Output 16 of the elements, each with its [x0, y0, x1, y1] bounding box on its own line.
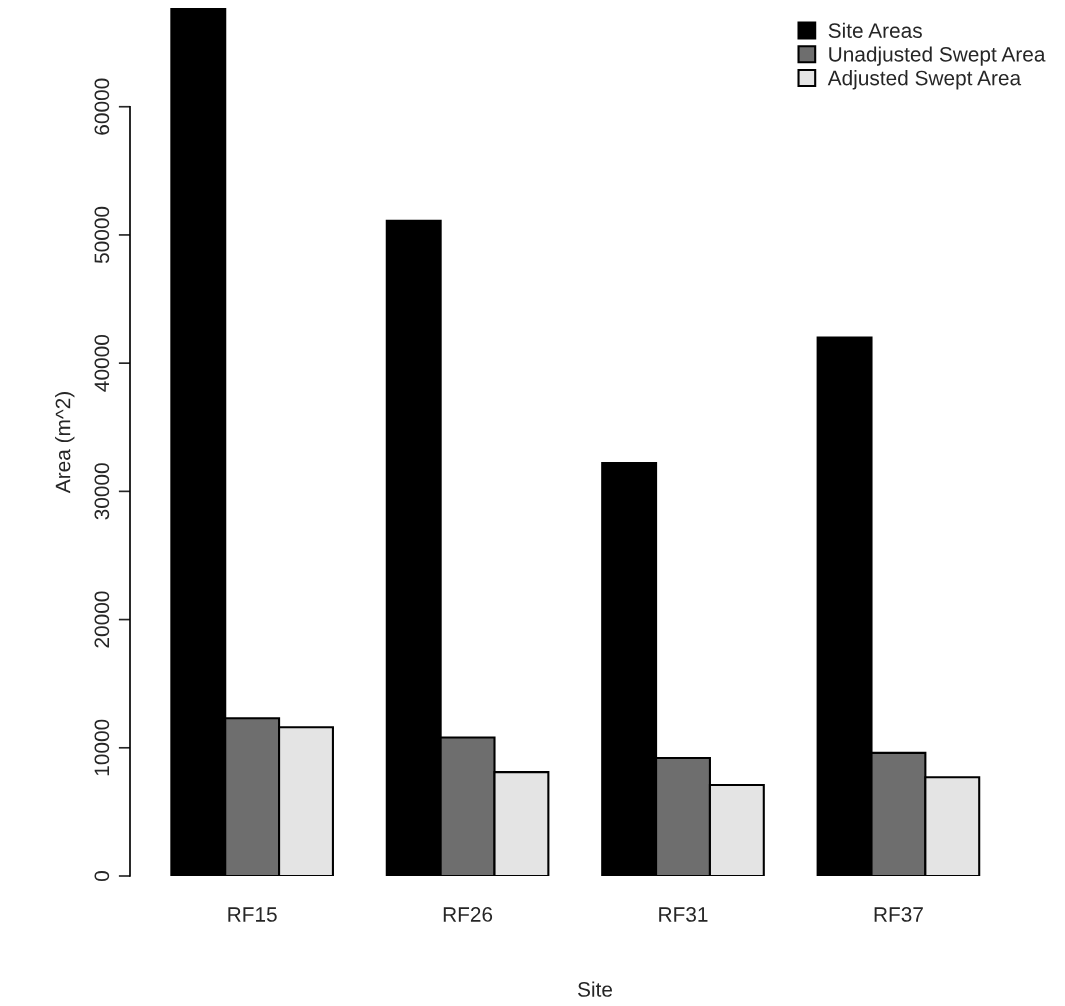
y-tick-label: 30000 — [94, 463, 110, 520]
legend-label: Adjusted Swept Area — [827, 70, 1022, 90]
x-axis-title: Site — [578, 981, 613, 997]
x-tick-label: RF37 — [874, 907, 923, 922]
y-axis-title: Area (m^2) — [55, 392, 75, 494]
legend-label: Unadjusted Swept Area — [829, 46, 1046, 66]
legend-label: Site Areas — [828, 22, 922, 38]
x-tick-label: RF31 — [659, 907, 708, 922]
y-tick-label: 10000 — [94, 719, 110, 776]
x-tick-label: RF15 — [228, 907, 277, 922]
y-tick-label: 20000 — [94, 591, 110, 648]
x-tick-label: RF26 — [443, 907, 493, 922]
y-tick-label: 0 — [94, 871, 110, 881]
y-tick-label: 50000 — [94, 206, 110, 264]
y-tick-label: 40000 — [94, 334, 110, 392]
y-tick-label: 60000 — [94, 78, 110, 135]
